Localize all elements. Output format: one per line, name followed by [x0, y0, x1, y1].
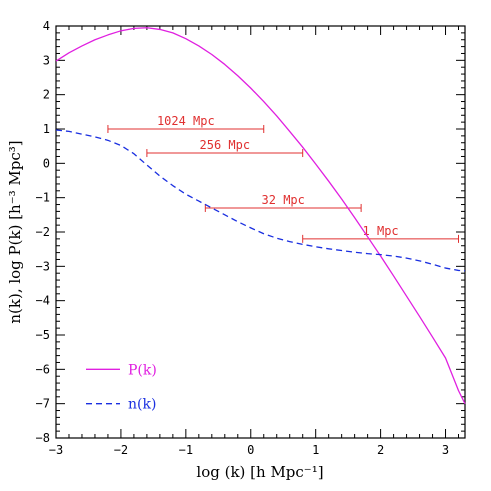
y-tick-label: −3 — [36, 259, 50, 273]
scale-annotations: 1024 Mpc 256 Mpc 32 Mpc 1 Mpc — [107, 114, 460, 243]
x-tick-label: 0 — [247, 443, 254, 457]
y-tick-label: 4 — [43, 19, 50, 33]
y-tick-label: −2 — [36, 225, 50, 239]
data-series — [55, 27, 466, 404]
y-tick-label: −8 — [36, 431, 50, 445]
y-tick-label: 0 — [43, 156, 50, 170]
scale-bar-label: 256 Mpc — [200, 138, 251, 152]
y-tick-label: 2 — [43, 88, 50, 102]
legend-label: P(k) — [128, 362, 157, 378]
series-line — [55, 129, 466, 272]
x-tick-label: 2 — [377, 443, 384, 457]
tick-labels: −3 −2 −1 0 1 2 3 −8 −7 −6 −5 −4 −3 −2 −1 0 1 2 3 4 — [36, 19, 450, 457]
y-tick-label: −7 — [36, 397, 50, 411]
legend: P(k) n(k) — [86, 362, 157, 413]
y-tick-label: −4 — [36, 294, 50, 308]
y-tick-label: −5 — [36, 328, 50, 342]
legend-label: n(k) — [128, 397, 156, 413]
y-tick-label: −6 — [36, 362, 50, 376]
y-tick-label: 3 — [43, 53, 50, 67]
y-tick-label: 1 — [43, 122, 50, 136]
x-tick-label: 3 — [442, 443, 449, 457]
scale-bar-label: 1 Mpc — [363, 224, 399, 238]
scale-bar-label: 32 Mpc — [262, 193, 305, 207]
y-axis-label: n(k), log P(k) [h⁻³ Mpc³] — [6, 140, 24, 323]
x-tick-label: −2 — [114, 443, 128, 457]
x-tick-label: 1 — [312, 443, 319, 457]
x-axis-label: log (k) [h Mpc⁻¹] — [196, 463, 323, 481]
x-tick-label: −3 — [49, 443, 63, 457]
x-tick-label: −1 — [179, 443, 193, 457]
scale-bar-label: 1024 Mpc — [157, 114, 215, 128]
y-tick-label: −1 — [36, 191, 50, 205]
series-line — [55, 27, 466, 404]
axis-ticks — [55, 25, 465, 439]
